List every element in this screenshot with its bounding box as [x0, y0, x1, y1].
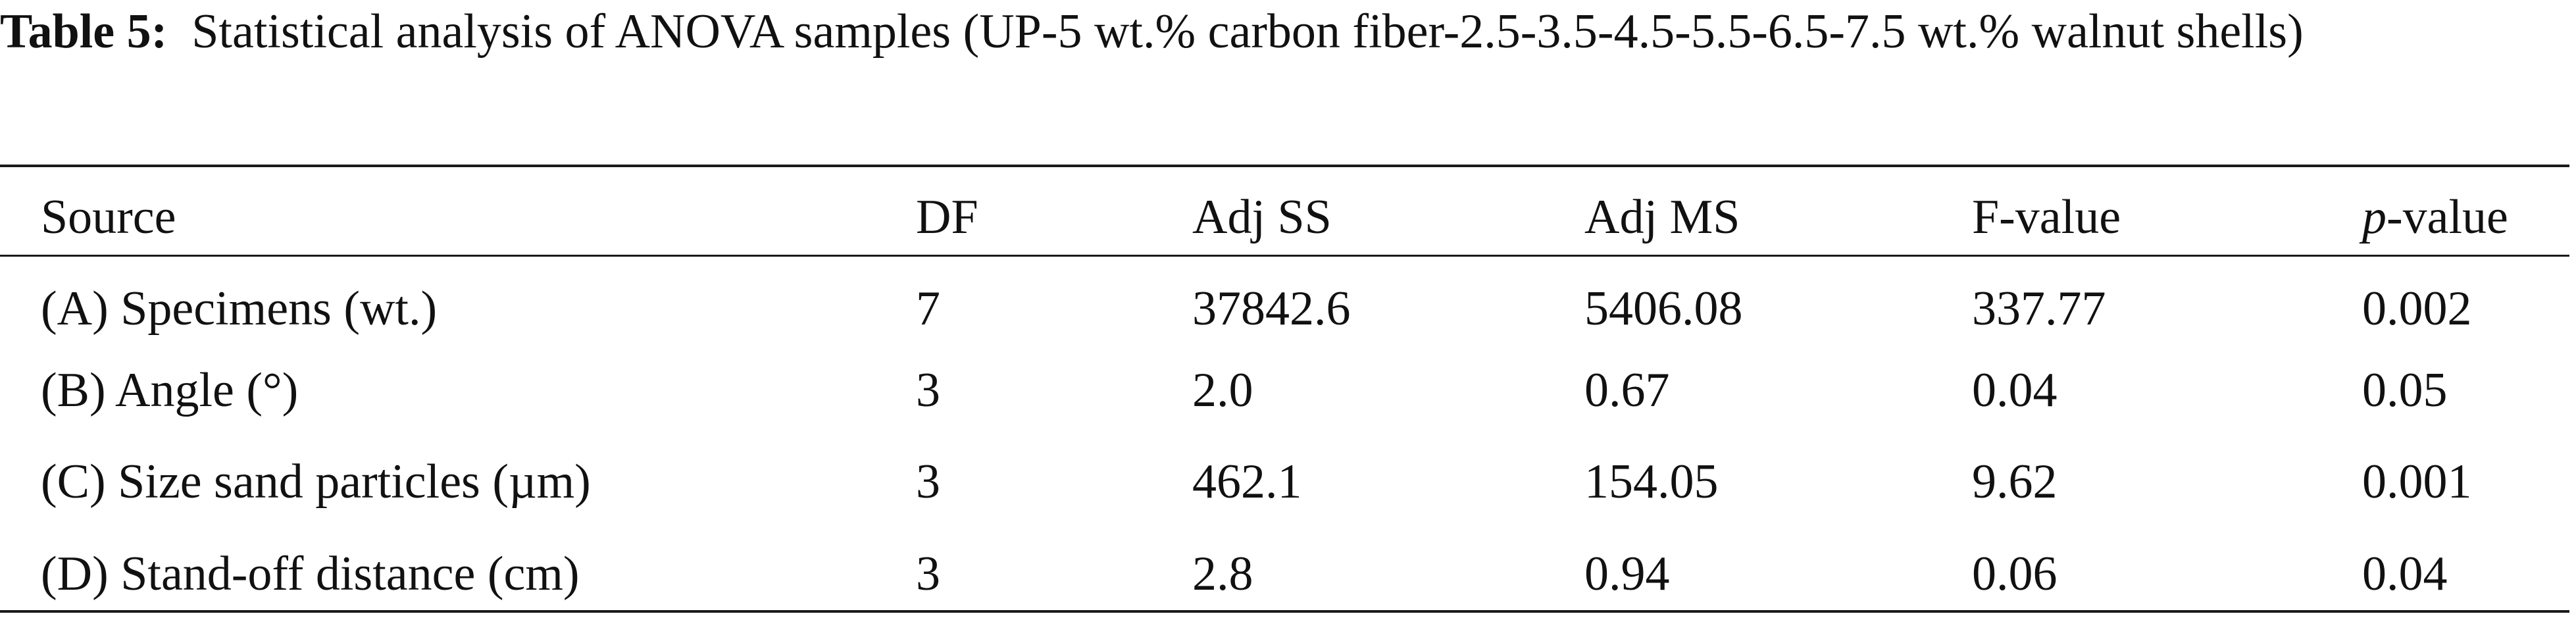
cell-df: 3	[916, 547, 940, 601]
table-header-rule	[0, 255, 2569, 257]
cell-adj-ms: 0.67	[1584, 363, 1670, 417]
header-p-value: p-value	[2362, 184, 2508, 250]
cell-adj-ss: 2.0	[1192, 363, 1253, 417]
cell-f-value: 0.04	[1972, 363, 2058, 417]
table-row: (B) Angle (°) 3 2.0 0.67 0.04 0.05	[0, 357, 2569, 423]
table-row: (D) Stand-off distance (cm) 3 2.8 0.94 0…	[0, 541, 2569, 607]
cell-p-value: 0.04	[2362, 547, 2448, 601]
header-adj-ss: Adj SS	[1192, 190, 1332, 244]
table-caption: Table 5: Statistical analysis of ANOVA s…	[0, 0, 2566, 63]
cell-adj-ss: 462.1	[1192, 455, 1302, 509]
table-row: (C) Size sand particles (µm) 3 462.1 154…	[0, 449, 2569, 515]
table-top-rule	[0, 165, 2569, 167]
header-source: Source	[41, 190, 176, 244]
cell-df: 3	[916, 363, 940, 417]
cell-p-value: 0.05	[2362, 363, 2448, 417]
cell-df: 7	[916, 282, 940, 336]
header-adj-ms: Adj MS	[1584, 190, 1740, 244]
cell-adj-ms: 154.05	[1584, 455, 1719, 509]
header-f-value: F-value	[1972, 190, 2121, 244]
cell-f-value: 337.77	[1972, 282, 2106, 336]
header-p-value-suffix: -value	[2387, 190, 2508, 244]
table-row: (A) Specimens (wt.) 7 37842.6 5406.08 33…	[0, 276, 2569, 342]
header-p-value-symbol: p	[2362, 190, 2387, 244]
cell-p-value: 0.002	[2362, 282, 2472, 336]
table-header-row: Source DF Adj SS Adj MS F-value p-value	[0, 184, 2569, 250]
table-caption-text: Statistical analysis of ANOVA samples (U…	[191, 5, 2304, 59]
cell-f-value: 9.62	[1972, 455, 2058, 509]
cell-f-value: 0.06	[1972, 547, 2058, 601]
header-df: DF	[916, 190, 978, 244]
cell-source: (C) Size sand particles (µm)	[41, 455, 591, 509]
cell-source: (D) Stand-off distance (cm)	[41, 547, 580, 601]
cell-adj-ss: 2.8	[1192, 547, 1253, 601]
cell-p-value: 0.001	[2362, 455, 2472, 509]
cell-df: 3	[916, 455, 940, 509]
cell-source: (A) Specimens (wt.)	[41, 282, 438, 336]
cell-source: (B) Angle (°)	[41, 363, 299, 417]
cell-adj-ms: 5406.08	[1584, 282, 1743, 336]
table-caption-label: Table 5:	[0, 5, 168, 59]
table-bottom-rule	[0, 610, 2569, 613]
cell-adj-ss: 37842.6	[1192, 282, 1351, 336]
cell-adj-ms: 0.94	[1584, 547, 1670, 601]
